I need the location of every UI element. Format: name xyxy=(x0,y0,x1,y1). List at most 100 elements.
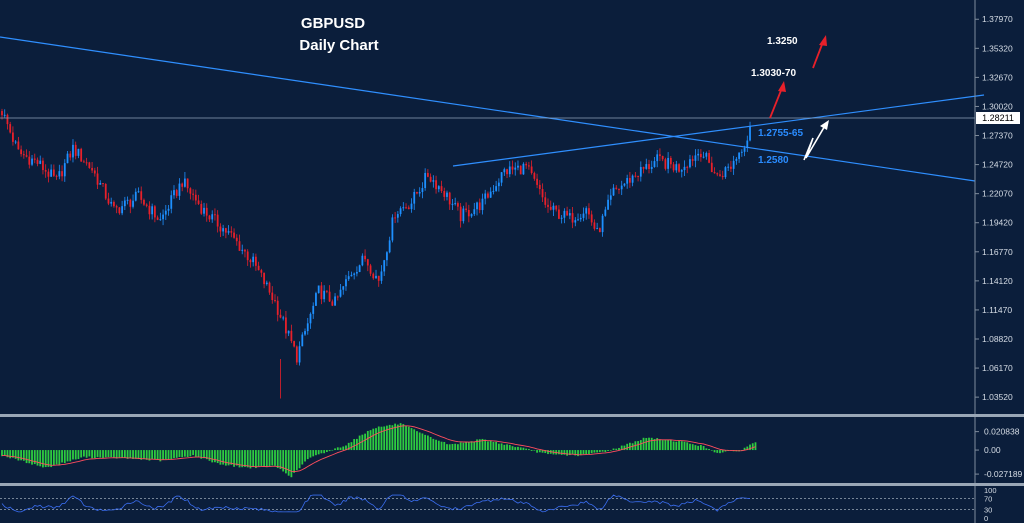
candle-body xyxy=(746,140,749,148)
macd-histogram-bar xyxy=(347,442,350,451)
candle-body xyxy=(476,202,478,210)
macd-histogram-bar xyxy=(28,450,31,464)
candle-body xyxy=(238,241,241,251)
candle-body xyxy=(650,166,653,170)
macd-histogram-bar xyxy=(134,450,137,459)
candle-body xyxy=(418,192,421,194)
candle-body xyxy=(481,198,484,211)
macd-histogram-bar xyxy=(708,448,710,451)
candle-body xyxy=(465,208,467,210)
candle-body xyxy=(276,300,279,315)
candle-body xyxy=(454,203,457,205)
candle-body xyxy=(648,164,650,170)
macd-histogram-bar xyxy=(574,450,577,456)
macd-histogram-bar xyxy=(219,450,222,465)
macd-histogram-bar xyxy=(77,450,80,460)
macd-histogram-bar xyxy=(279,450,282,469)
candle-body xyxy=(47,171,50,177)
macd-histogram-bar xyxy=(369,430,372,451)
macd-histogram-bar xyxy=(678,440,680,451)
rsi-line xyxy=(1,494,751,513)
macd-histogram-bar xyxy=(579,450,582,456)
candle-body xyxy=(317,285,320,294)
macd-histogram-bar xyxy=(265,450,268,468)
candle-body xyxy=(55,175,58,177)
candle-body xyxy=(233,232,235,238)
candle-body xyxy=(620,185,623,190)
macd-histogram-bar xyxy=(607,450,609,452)
macd-histogram-bar xyxy=(467,442,470,451)
macd-histogram-bar xyxy=(113,450,115,458)
annotation-label: 1.3250 xyxy=(767,36,798,47)
macd-histogram-bar xyxy=(410,428,413,451)
macd-histogram-bar xyxy=(473,441,476,451)
candle-body xyxy=(178,183,181,196)
macd-histogram-bar xyxy=(42,450,44,468)
macd-histogram-bar xyxy=(353,439,356,451)
macd-histogram-bar xyxy=(446,444,448,451)
macd-histogram-bar xyxy=(476,439,478,451)
macd-histogram-bar xyxy=(364,433,366,451)
candle-body xyxy=(555,205,558,210)
macd-histogram-bar xyxy=(459,442,462,451)
candle-body xyxy=(72,144,74,158)
candle-body xyxy=(315,293,317,306)
candle-body xyxy=(164,210,167,215)
candle-body xyxy=(184,178,186,187)
macd-histogram-bar xyxy=(653,439,656,451)
macd-histogram-bar xyxy=(342,446,345,451)
macd-histogram-bar xyxy=(20,450,23,461)
candle-body xyxy=(260,270,263,273)
candle-body xyxy=(607,199,609,210)
candle-body xyxy=(508,166,511,175)
candle-body xyxy=(495,186,498,191)
candle-body xyxy=(156,217,159,220)
candle-body xyxy=(623,183,626,186)
candle-body xyxy=(680,170,683,172)
macd-histogram-bar xyxy=(194,450,197,457)
candle-body xyxy=(492,190,495,192)
macd-histogram-bar xyxy=(336,447,339,451)
macd-histogram-bar xyxy=(429,437,432,451)
candle-body xyxy=(192,193,194,195)
macd-histogram-bar xyxy=(189,450,192,457)
macd-histogram-bar xyxy=(377,426,380,451)
candle-body xyxy=(386,252,388,261)
candle-body xyxy=(388,240,391,253)
candle-body xyxy=(151,206,154,215)
macd-histogram-bar xyxy=(626,443,629,451)
candle-body xyxy=(604,209,607,216)
candle-body xyxy=(426,172,429,177)
candle-body xyxy=(631,175,634,183)
macd-histogram-bar xyxy=(123,450,126,458)
candle-body xyxy=(252,256,255,263)
macd-histogram-bar xyxy=(282,450,285,472)
macd-histogram-bar xyxy=(350,442,353,451)
price-tick-label: 1.30020 xyxy=(982,101,1013,111)
candle-body xyxy=(618,188,620,190)
macd-histogram-bar xyxy=(83,450,85,457)
macd-histogram-bar xyxy=(17,450,20,461)
candle-body xyxy=(148,205,151,215)
macd-histogram-bar xyxy=(424,434,427,451)
macd-histogram-bar xyxy=(227,450,230,466)
candle-body xyxy=(132,200,134,207)
candle-body xyxy=(306,323,309,332)
candle-body xyxy=(301,334,304,347)
macd-histogram-bar xyxy=(22,450,25,461)
red-arrow-upper-head xyxy=(819,35,827,46)
candle-body xyxy=(312,305,315,314)
candle-body xyxy=(719,174,721,176)
macd-histogram-bar xyxy=(710,450,713,451)
macd-histogram-bar xyxy=(295,450,298,471)
price-tick-label: 1.03520 xyxy=(982,392,1013,402)
candle-body xyxy=(74,144,77,156)
candle-body xyxy=(391,217,394,241)
candle-body xyxy=(588,208,590,215)
annotation-label: 1.2580 xyxy=(758,155,789,166)
candle-body xyxy=(279,314,282,318)
candle-body xyxy=(66,153,69,164)
panel-separator-rsi xyxy=(0,483,1024,486)
macd-histogram-bar xyxy=(598,450,601,453)
